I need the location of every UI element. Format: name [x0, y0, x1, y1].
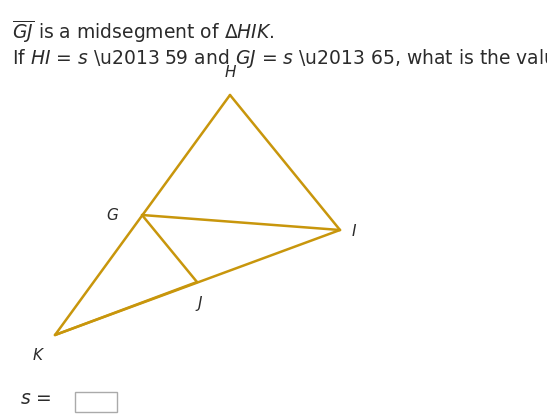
- Text: K: K: [33, 348, 43, 363]
- Text: H: H: [224, 65, 236, 80]
- Text: $\overline{GJ}$ is a midsegment of $\Delta HIK.$: $\overline{GJ}$ is a midsegment of $\Del…: [12, 18, 275, 45]
- Text: G: G: [106, 207, 118, 222]
- Text: $s$ =: $s$ =: [20, 390, 51, 408]
- Text: J: J: [198, 296, 202, 311]
- FancyBboxPatch shape: [75, 392, 117, 412]
- Text: I: I: [352, 224, 357, 240]
- Text: If $HI$ = $s$ \u2013 59 and $GJ$ = $s$ \u2013 65, what is the value of $s$?: If $HI$ = $s$ \u2013 59 and $GJ$ = $s$ \…: [12, 47, 547, 70]
